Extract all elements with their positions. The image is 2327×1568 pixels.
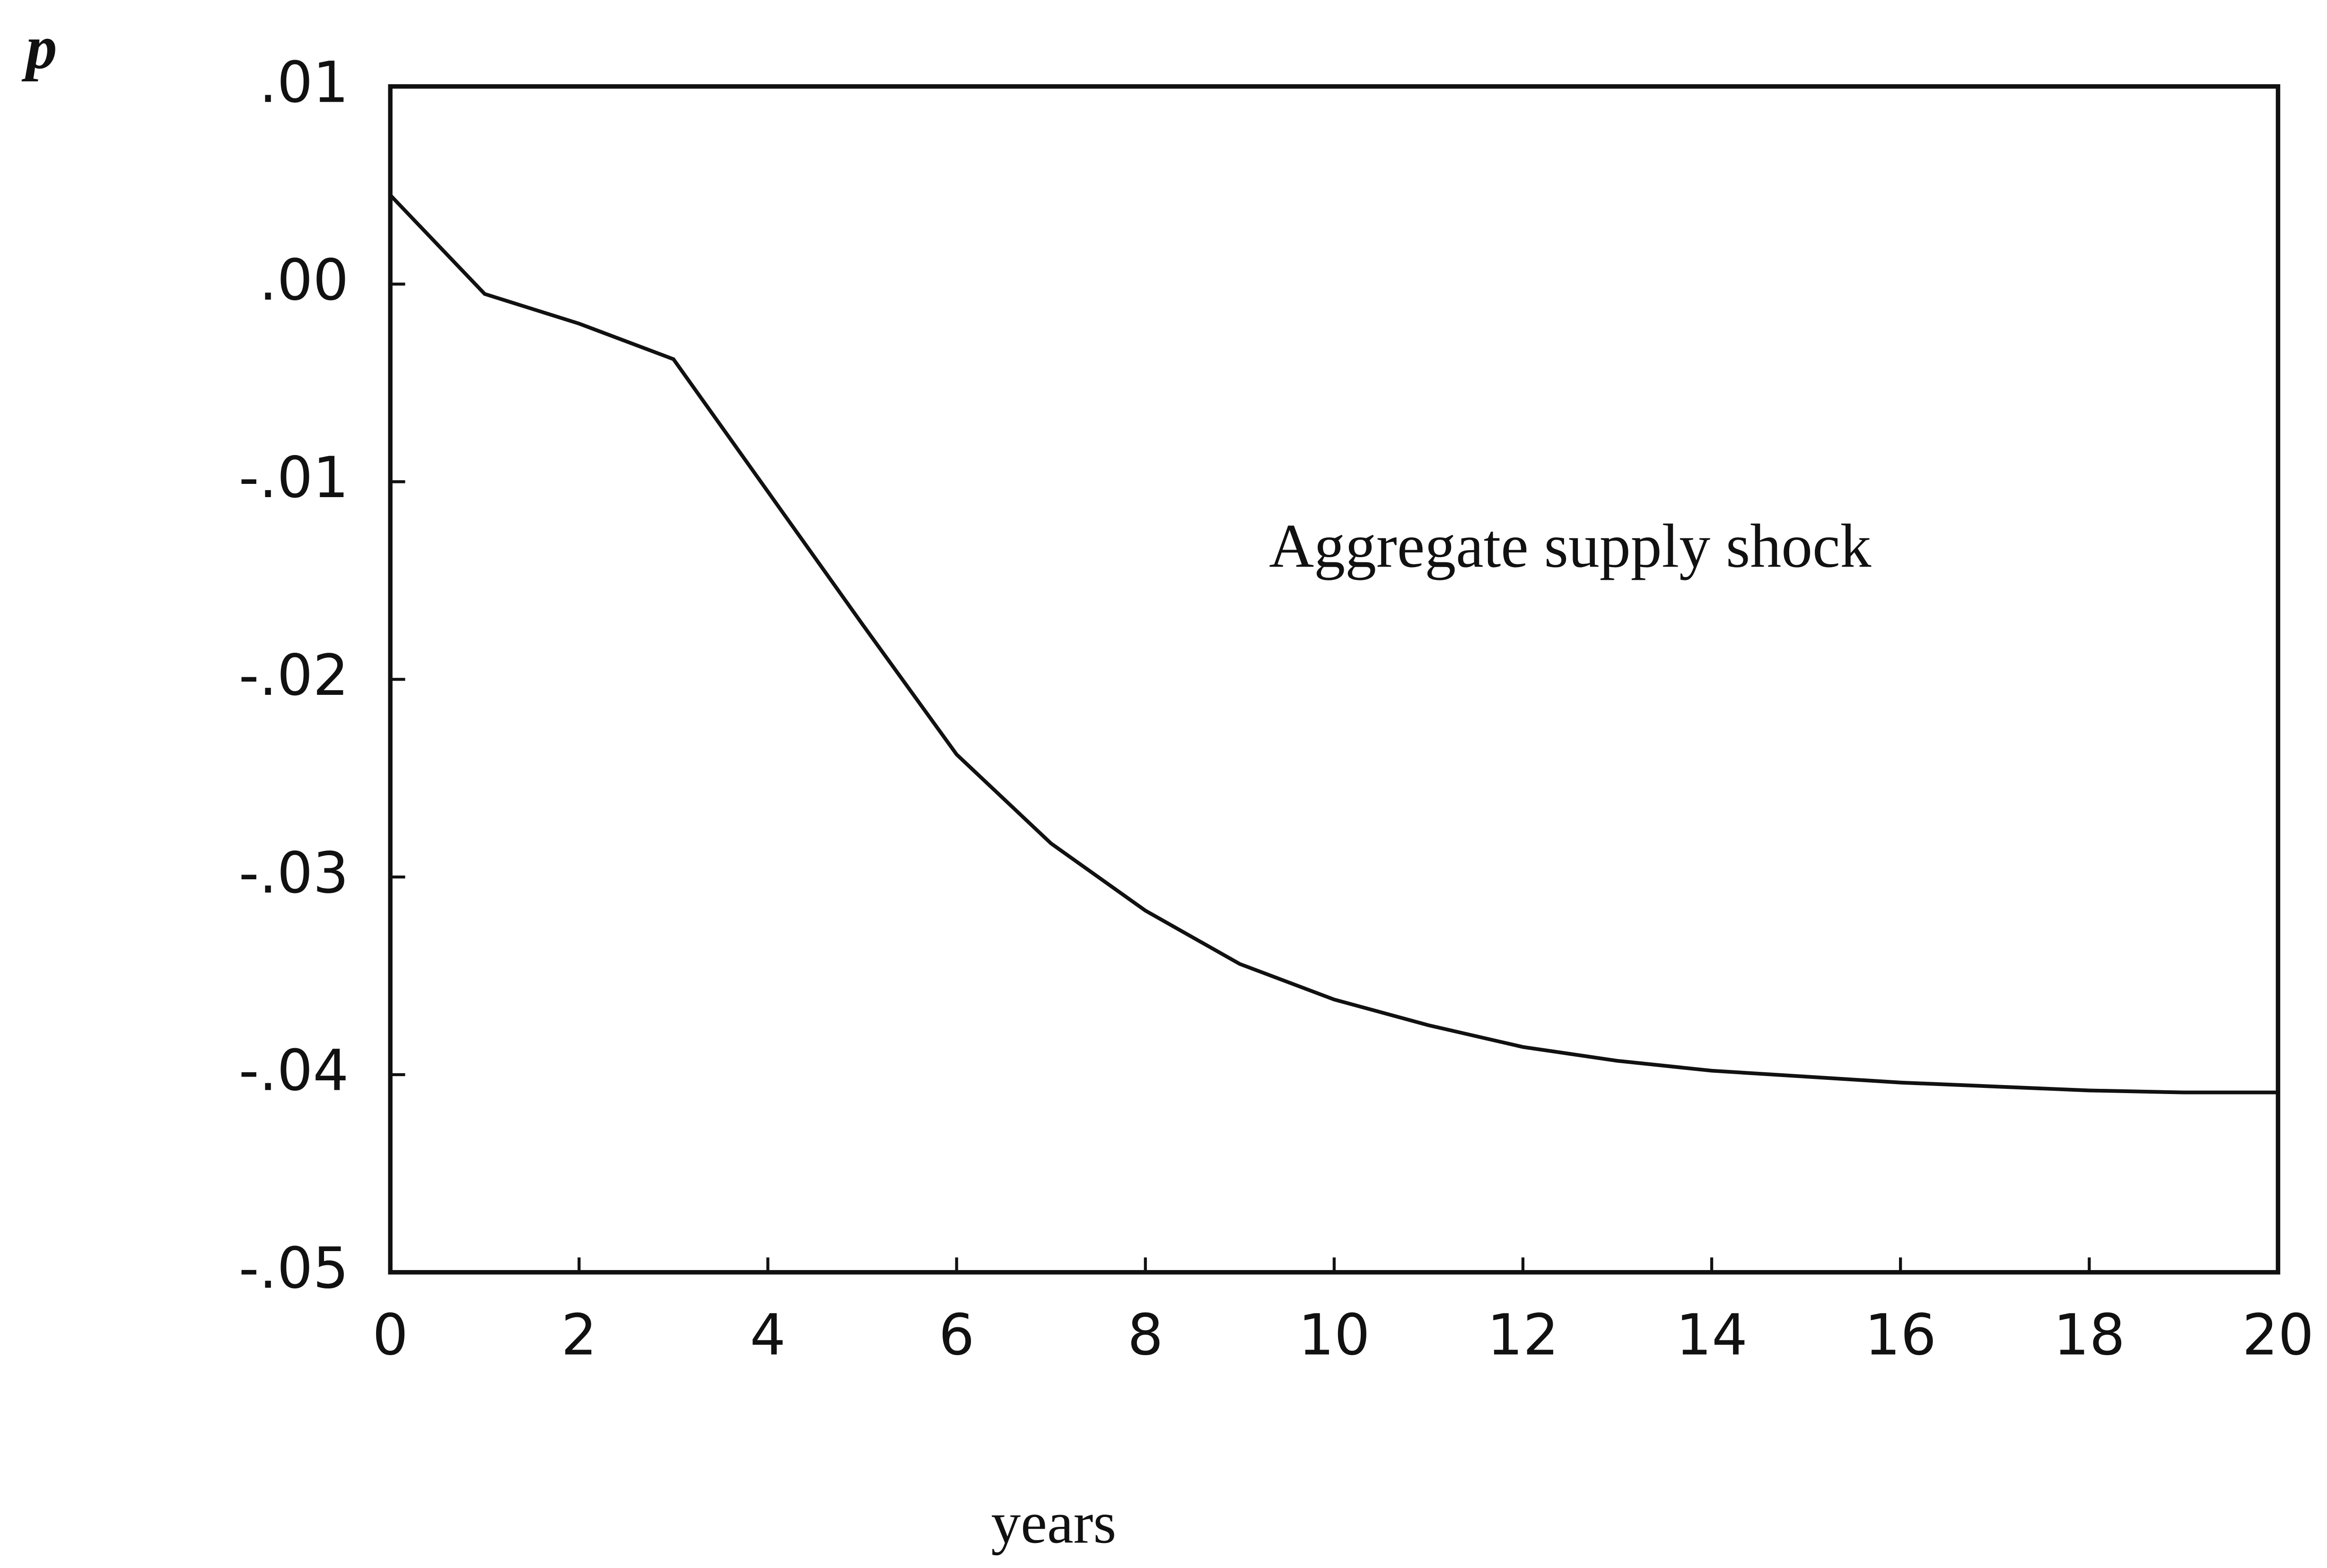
y-tick-label: -.01 (239, 445, 349, 511)
x-tick-label: 2 (561, 1303, 597, 1368)
y-tick-label: -.03 (239, 841, 349, 906)
y-tick-label: -.05 (239, 1236, 349, 1302)
x-tick-label: 18 (2053, 1303, 2125, 1368)
y-axis-label: p (21, 13, 57, 82)
y-tick-label: .01 (259, 50, 349, 115)
x-tick-label: 12 (1487, 1303, 1559, 1368)
x-tick-label: 0 (372, 1303, 408, 1368)
line (389, 193, 2278, 1095)
x-tick-label: 10 (1298, 1303, 1370, 1368)
plot-frame (388, 84, 2281, 1275)
x-tick-label: 16 (1864, 1303, 1936, 1368)
x-tick-label: 8 (1128, 1303, 1164, 1368)
x-tick-label: 14 (1676, 1303, 1748, 1368)
annotation: Aggregate supply shock (1269, 511, 1872, 580)
x-tick-label: 4 (750, 1303, 786, 1368)
x-axis-label: years (991, 1490, 1116, 1556)
y-tick-label: -.04 (239, 1038, 349, 1104)
y-tick-label: -.02 (239, 643, 349, 709)
x-tick-label: 20 (2242, 1303, 2314, 1368)
x-tick-label: 6 (939, 1303, 975, 1368)
y-tick-label: .00 (259, 247, 349, 313)
